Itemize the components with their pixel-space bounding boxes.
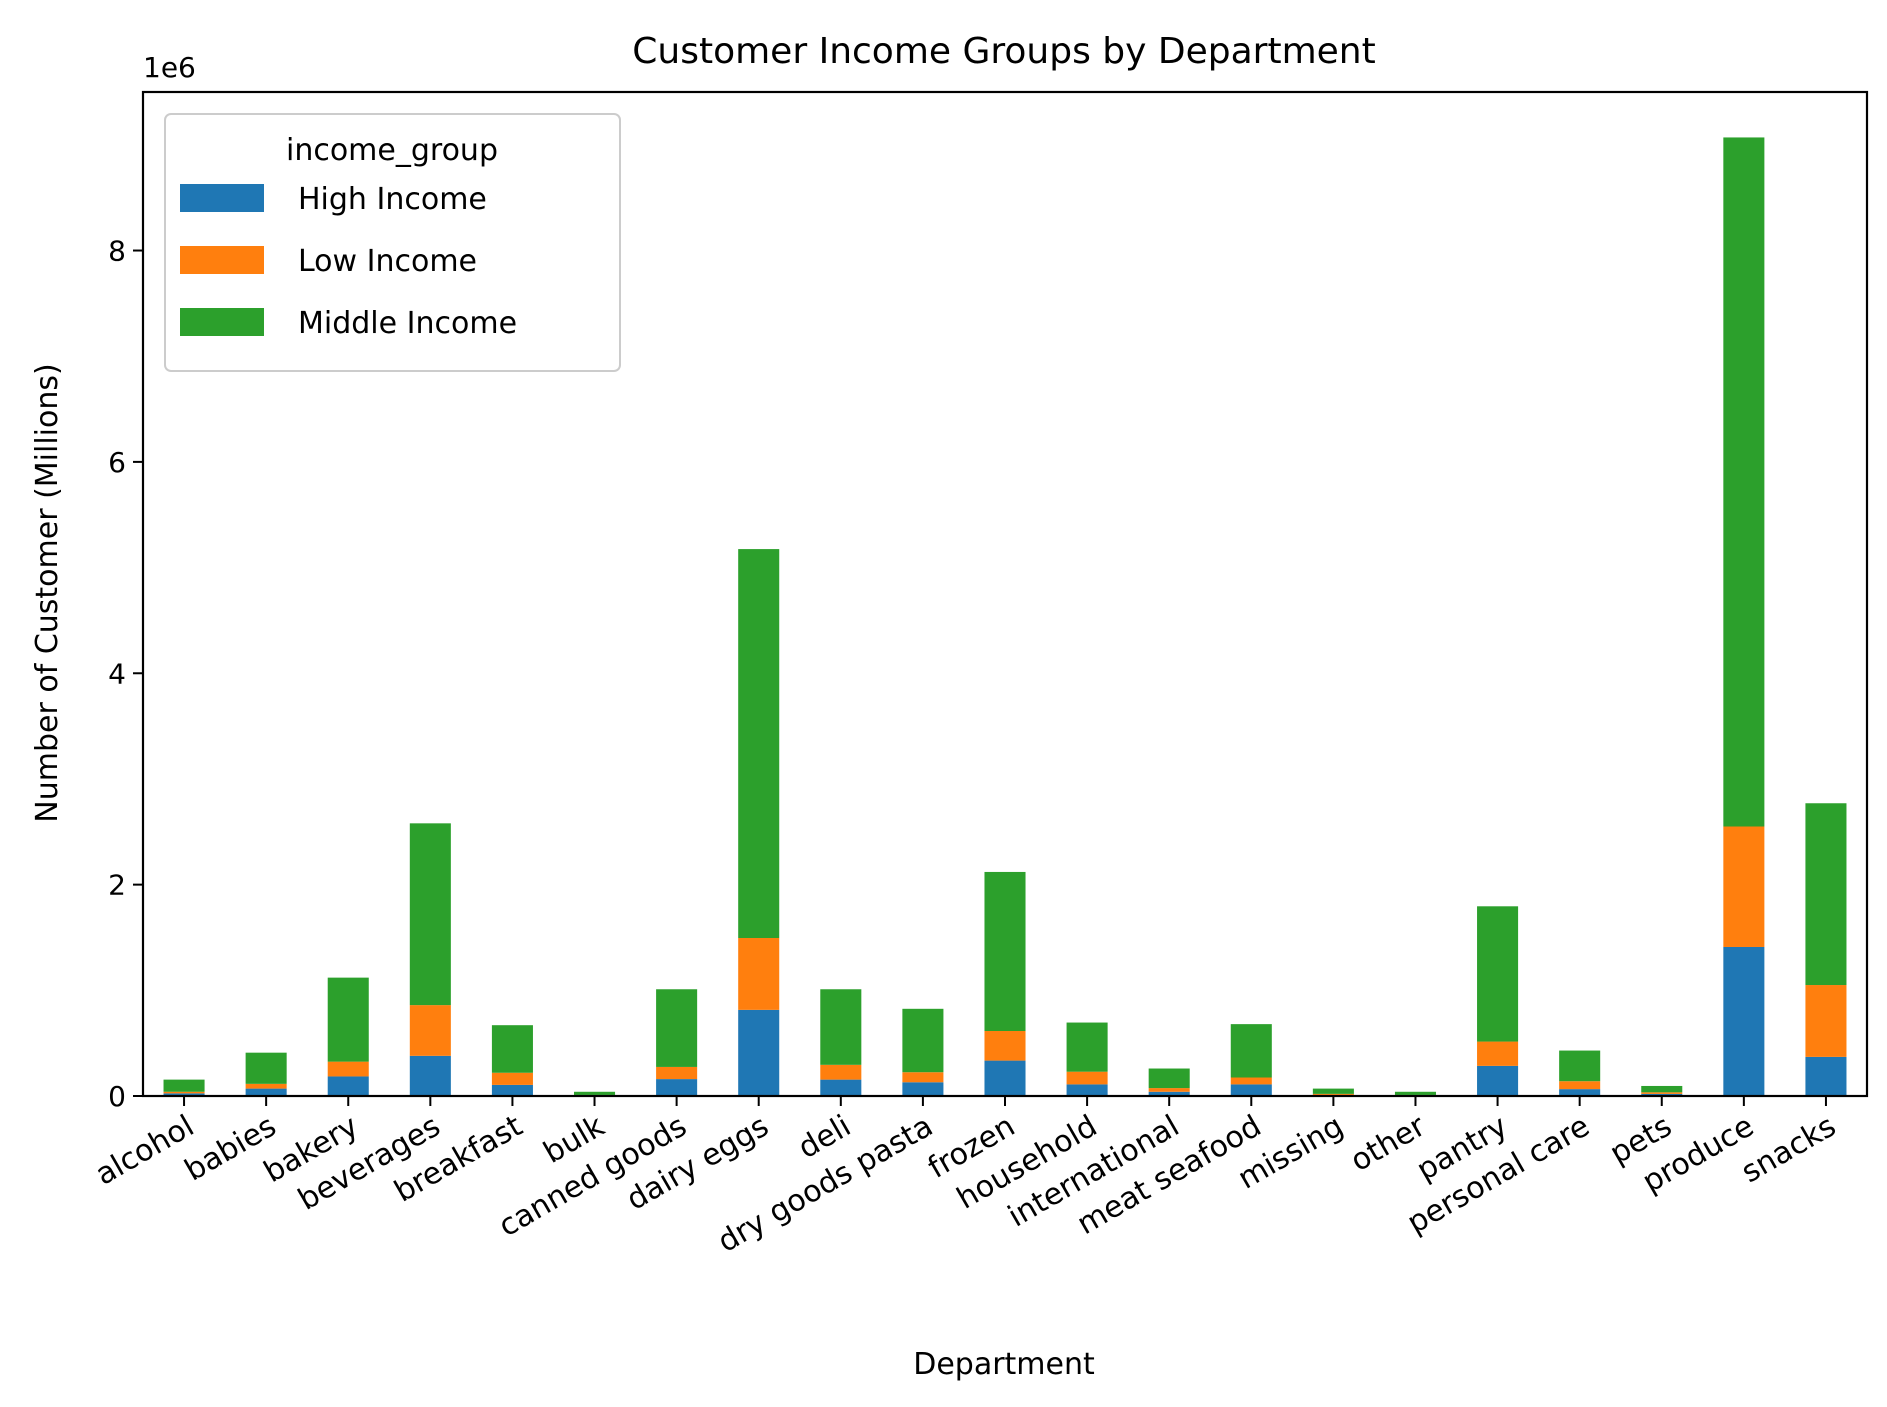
bar-low-income (1477, 1041, 1519, 1066)
y-tick-label: 2 (108, 869, 126, 902)
bar-high-income (491, 1084, 533, 1096)
bar-middle-income (820, 989, 862, 1065)
bars (163, 137, 1847, 1096)
bar-high-income (1230, 1084, 1272, 1096)
bar-middle-income (1723, 137, 1765, 827)
bar-low-income (738, 938, 780, 1010)
bar-high-income (409, 1055, 451, 1096)
legend: income_group High Income Low Income Middle… (164, 113, 621, 372)
bar-middle-income (574, 1091, 616, 1095)
bar-low-income (1723, 826, 1765, 947)
bar-low-income (1641, 1092, 1683, 1094)
bar-middle-income (1230, 1024, 1272, 1078)
x-tick-label: alcohol (90, 1109, 200, 1193)
bar-middle-income (1641, 1085, 1683, 1093)
legend-title: income_group (286, 133, 498, 168)
bar-middle-income (656, 989, 698, 1067)
bar-low-income (245, 1083, 287, 1089)
legend-swatch (180, 308, 264, 336)
bar-low-income (163, 1091, 205, 1094)
legend-label: Middle Income (298, 306, 517, 341)
legend-label: Low Income (298, 244, 477, 279)
legend-box (164, 113, 621, 372)
bar-low-income (1148, 1088, 1190, 1092)
bar-high-income (902, 1082, 944, 1096)
bar-middle-income (1066, 1022, 1108, 1072)
y-axis-label: Number of Customer (Millions) (30, 363, 65, 822)
bar-middle-income (491, 1025, 533, 1073)
bar-low-income (409, 1005, 451, 1056)
y-tick-label: 0 (108, 1080, 126, 1113)
bar-middle-income (409, 823, 451, 1006)
bar-middle-income (902, 1008, 944, 1073)
bar-middle-income (1312, 1088, 1354, 1094)
y-tick-label: 4 (108, 657, 126, 690)
y-tick-label: 8 (108, 235, 126, 268)
bar-middle-income (1394, 1091, 1436, 1095)
bar-high-income (245, 1088, 287, 1096)
bar-middle-income (984, 871, 1026, 1032)
bar-low-income (902, 1072, 944, 1083)
bar-high-income (1066, 1084, 1108, 1096)
chart-title: Customer Income Groups by Department (632, 31, 1375, 72)
legend-swatch (180, 184, 264, 212)
bar-low-income (327, 1061, 369, 1077)
bar-high-income (163, 1093, 205, 1096)
x-axis-label: Department (913, 1347, 1095, 1382)
bar-middle-income (1805, 803, 1847, 986)
bar-high-income (738, 1009, 780, 1096)
x-tick-label: snacks (1736, 1109, 1842, 1191)
bar-high-income (1723, 946, 1765, 1096)
bar-middle-income (1559, 1050, 1601, 1082)
bar-low-income (1805, 985, 1847, 1057)
bar-high-income (1805, 1056, 1847, 1096)
y-axis-ticks: 0 2 4 6 8 (108, 235, 143, 1113)
bar-low-income (1559, 1081, 1601, 1090)
bar-middle-income (245, 1052, 287, 1084)
bar-low-income (820, 1064, 862, 1080)
bar-middle-income (1477, 906, 1519, 1042)
bar-high-income (984, 1060, 1026, 1096)
bar-low-income (1312, 1093, 1354, 1095)
bar-low-income (656, 1066, 698, 1080)
plot-frame (141, 90, 1869, 1098)
bar-high-income (1477, 1065, 1519, 1096)
y-offset-label: 1e6 (143, 51, 196, 84)
bar-high-income (1148, 1091, 1190, 1096)
legend-swatch (180, 246, 264, 274)
bar-high-income (1559, 1089, 1601, 1096)
bar-middle-income (738, 549, 780, 939)
bar-low-income (1230, 1077, 1272, 1085)
bar-high-income (656, 1079, 698, 1096)
bar-middle-income (163, 1079, 205, 1092)
legend-items: High Income Low Income Middle Income (180, 182, 517, 341)
bar-high-income (820, 1079, 862, 1096)
bar-low-income (491, 1072, 533, 1085)
y-tick-label: 6 (108, 446, 126, 479)
bar-high-income (327, 1076, 369, 1096)
bar-middle-income (1148, 1068, 1190, 1089)
bar-low-income (984, 1031, 1026, 1061)
bar-low-income (1066, 1071, 1108, 1085)
bar-middle-income (327, 977, 369, 1062)
legend-label: High Income (298, 182, 487, 217)
